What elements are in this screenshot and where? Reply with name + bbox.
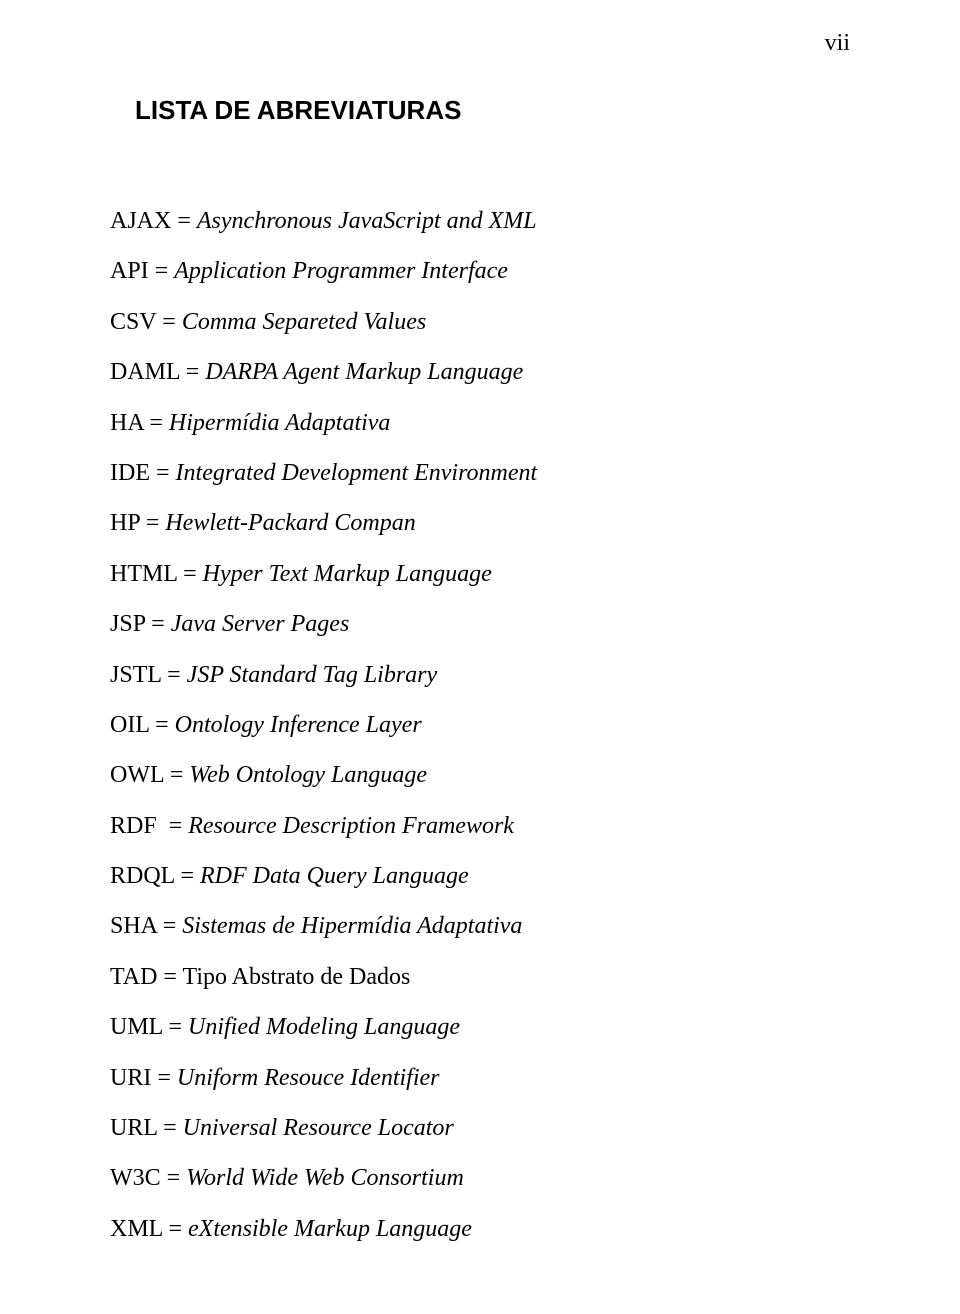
abbreviation-item: JSTL = JSP Standard Tag Library bbox=[110, 650, 850, 700]
abbreviation-definition: Hewlett-Packard Compan bbox=[165, 510, 415, 536]
equals-separator: = bbox=[177, 561, 203, 587]
abbreviation-term: HP bbox=[110, 510, 140, 536]
abbreviation-definition: Asynchronous JavaScript and XML bbox=[197, 208, 537, 234]
abbreviation-definition: Tipo Abstrato de Dados bbox=[183, 964, 411, 990]
abbreviation-term: W3C bbox=[110, 1165, 161, 1191]
abbreviation-item: OIL = Ontology Inference Layer bbox=[110, 700, 850, 750]
abbreviation-term: UML bbox=[110, 1014, 162, 1040]
abbreviation-item: JSP = Java Server Pages bbox=[110, 599, 850, 649]
abbreviation-item: OWL = Web Ontology Language bbox=[110, 750, 850, 800]
equals-separator: = bbox=[157, 1115, 183, 1141]
abbreviation-item: HTML = Hyper Text Markup Language bbox=[110, 549, 850, 599]
abbreviation-item: TAD = Tipo Abstrato de Dados bbox=[110, 952, 850, 1002]
abbreviation-definition: Integrated Development Environment bbox=[176, 460, 538, 486]
abbreviation-item: API = Application Programmer Interface bbox=[110, 246, 850, 296]
abbreviation-item: HA = Hipermídia Adaptativa bbox=[110, 398, 850, 448]
equals-separator: = bbox=[171, 208, 197, 234]
abbreviation-term: URL bbox=[110, 1115, 157, 1141]
equals-separator: = bbox=[161, 1165, 187, 1191]
equals-separator: = bbox=[143, 410, 169, 436]
abbreviation-definition: Ontology Inference Layer bbox=[175, 712, 422, 738]
equals-separator: = bbox=[157, 813, 189, 839]
abbreviation-term: XML bbox=[110, 1216, 162, 1242]
abbreviation-term: IDE bbox=[110, 460, 150, 486]
abbreviation-item: HP = Hewlett-Packard Compan bbox=[110, 498, 850, 548]
page-number: vii bbox=[825, 30, 850, 57]
abbreviation-item: IDE = Integrated Development Environment bbox=[110, 448, 850, 498]
abbreviation-term: DAML bbox=[110, 359, 180, 385]
equals-separator: = bbox=[162, 1216, 188, 1242]
abbreviation-term: HTML bbox=[110, 561, 177, 587]
equals-separator: = bbox=[151, 1065, 177, 1091]
abbreviation-definition: Comma Separeted Values bbox=[182, 309, 426, 335]
abbreviation-item: URL = Universal Resource Locator bbox=[110, 1103, 850, 1153]
abbreviation-term: JSTL bbox=[110, 662, 161, 688]
page-title: LISTA DE ABREVIATURAS bbox=[135, 95, 850, 126]
abbreviation-term: API bbox=[110, 258, 149, 284]
abbreviation-definition: Web Ontology Language bbox=[189, 762, 427, 788]
equals-separator: = bbox=[174, 863, 200, 889]
equals-separator: = bbox=[149, 258, 175, 284]
abbreviation-item: URI = Uniform Resouce Identifier bbox=[110, 1053, 850, 1103]
abbreviation-term: OWL bbox=[110, 762, 164, 788]
equals-separator: = bbox=[162, 1014, 188, 1040]
abbreviation-item: RDQL = RDF Data Query Language bbox=[110, 851, 850, 901]
equals-separator: = bbox=[140, 510, 166, 536]
abbreviation-definition: eXtensible Markup Language bbox=[188, 1216, 472, 1242]
abbreviation-definition: Universal Resource Locator bbox=[183, 1115, 454, 1141]
abbreviation-item: RDF = Resource Description Framework bbox=[110, 801, 850, 851]
abbreviation-term: AJAX bbox=[110, 208, 171, 234]
abbreviation-term: RDQL bbox=[110, 863, 174, 889]
equals-separator: = bbox=[180, 359, 206, 385]
abbreviation-definition: Unified Modeling Language bbox=[188, 1014, 460, 1040]
abbreviation-definition: Application Programmer Interface bbox=[174, 258, 508, 284]
equals-separator: = bbox=[145, 611, 171, 637]
abbreviation-definition: DARPA Agent Markup Language bbox=[205, 359, 523, 385]
equals-separator: = bbox=[149, 712, 175, 738]
abbreviation-definition: Hipermídia Adaptativa bbox=[169, 410, 391, 436]
abbreviation-item: UML = Unified Modeling Language bbox=[110, 1002, 850, 1052]
equals-separator: = bbox=[156, 309, 182, 335]
abbreviation-definition: World Wide Web Consortium bbox=[186, 1165, 464, 1191]
abbreviation-term: SHA bbox=[110, 913, 157, 939]
abbreviation-item: XML = eXtensible Markup Language bbox=[110, 1204, 850, 1254]
abbreviation-term: TAD bbox=[110, 964, 157, 990]
abbreviation-definition: Hyper Text Markup Language bbox=[203, 561, 492, 587]
abbreviation-term: CSV bbox=[110, 309, 156, 335]
abbreviation-definition: JSP Standard Tag Library bbox=[187, 662, 438, 688]
abbreviation-item: DAML = DARPA Agent Markup Language bbox=[110, 347, 850, 397]
abbreviation-term: HA bbox=[110, 410, 143, 436]
abbreviation-term: OIL bbox=[110, 712, 149, 738]
abbreviation-item: AJAX = Asynchronous JavaScript and XML bbox=[110, 196, 850, 246]
document-page: vii LISTA DE ABREVIATURAS AJAX = Asynchr… bbox=[0, 0, 960, 1314]
abbreviation-definition: RDF Data Query Language bbox=[200, 863, 469, 889]
equals-separator: = bbox=[157, 964, 182, 990]
equals-separator: = bbox=[161, 662, 187, 688]
abbreviation-definition: Uniform Resouce Identifier bbox=[177, 1065, 440, 1091]
abbreviation-definition: Resource Description Framework bbox=[188, 813, 514, 839]
abbreviation-item: W3C = World Wide Web Consortium bbox=[110, 1153, 850, 1203]
abbreviation-term: RDF bbox=[110, 813, 157, 839]
abbreviation-term: URI bbox=[110, 1065, 151, 1091]
abbreviation-term: JSP bbox=[110, 611, 145, 637]
abbreviation-list: AJAX = Asynchronous JavaScript and XMLAP… bbox=[110, 196, 850, 1254]
equals-separator: = bbox=[150, 460, 176, 486]
equals-separator: = bbox=[164, 762, 190, 788]
abbreviation-item: CSV = Comma Separeted Values bbox=[110, 297, 850, 347]
abbreviation-item: SHA = Sistemas de Hipermídia Adaptativa bbox=[110, 901, 850, 951]
abbreviation-definition: Sistemas de Hipermídia Adaptativa bbox=[182, 913, 522, 939]
equals-separator: = bbox=[157, 913, 183, 939]
abbreviation-definition: Java Server Pages bbox=[171, 611, 350, 637]
